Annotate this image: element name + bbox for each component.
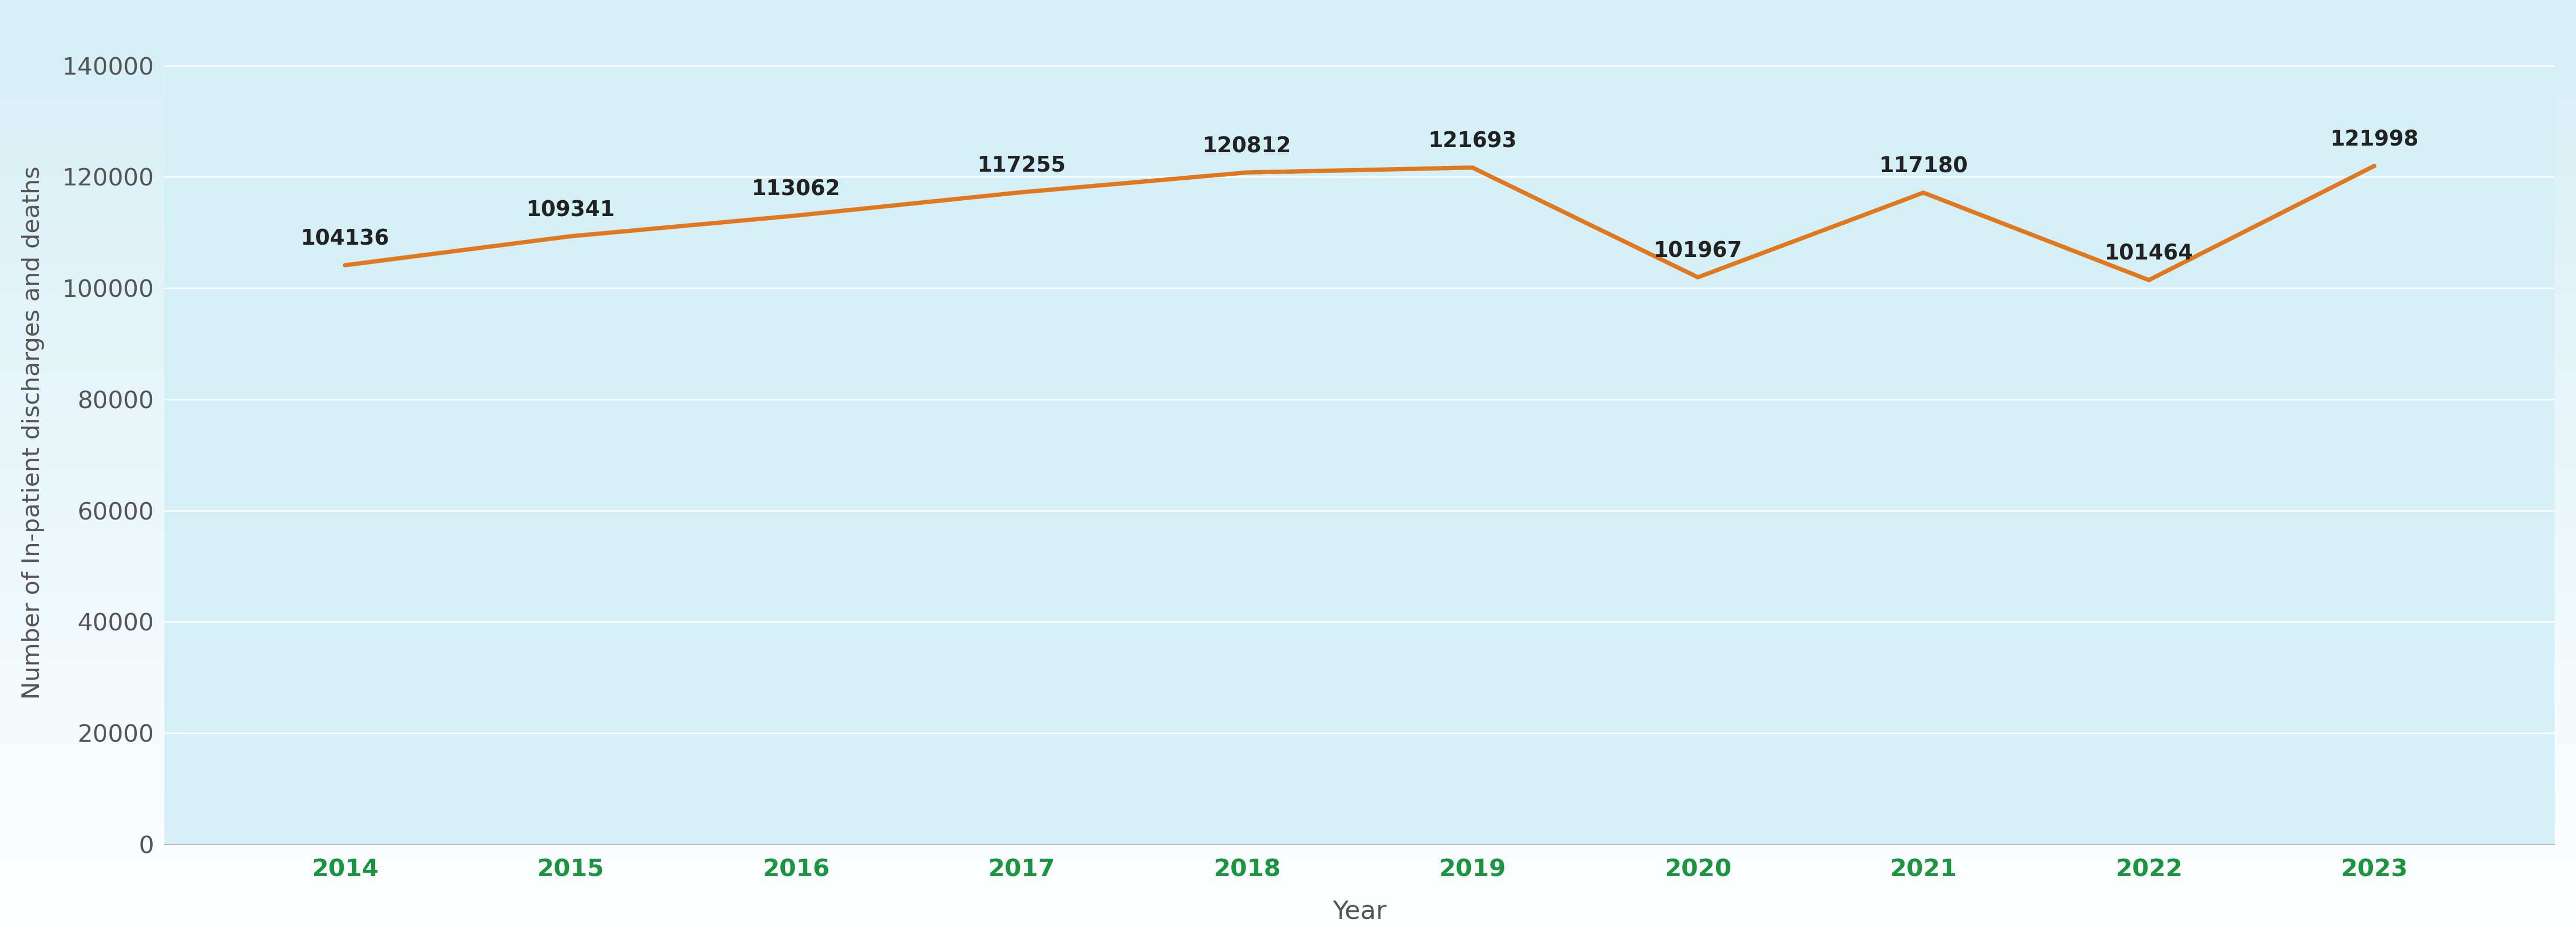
Text: 101967: 101967	[1654, 240, 1741, 262]
Text: 113062: 113062	[752, 179, 840, 200]
X-axis label: Year: Year	[1332, 900, 1386, 923]
Text: 121998: 121998	[2331, 129, 2419, 150]
Text: 109341: 109341	[526, 199, 616, 221]
Text: 117180: 117180	[1878, 156, 1968, 177]
Text: 120812: 120812	[1203, 135, 1291, 157]
Y-axis label: Number of In-patient discharges and deaths: Number of In-patient discharges and deat…	[21, 166, 44, 699]
Text: 117255: 117255	[976, 155, 1066, 177]
Text: 101464: 101464	[2105, 243, 2192, 265]
Text: 104136: 104136	[301, 228, 389, 249]
Text: 121693: 121693	[1427, 130, 1517, 152]
